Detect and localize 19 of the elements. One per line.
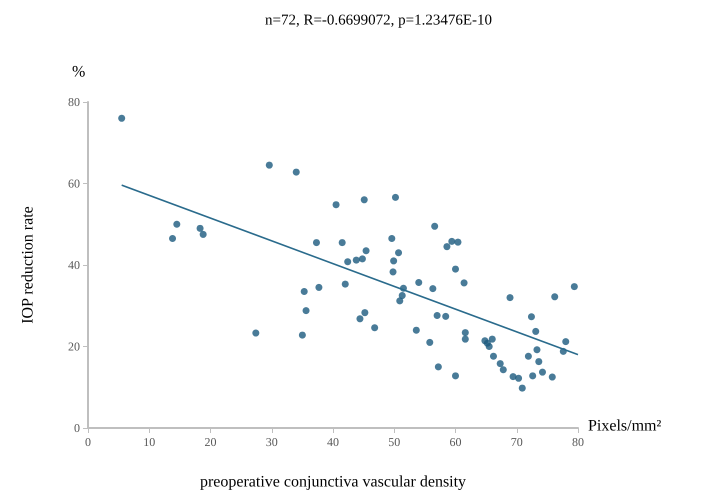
text: Pixels/mm² [588, 418, 662, 434]
y-axis-title: IOP reduction rate [20, 206, 36, 324]
x-tick-label: 80 [572, 435, 584, 449]
x-tick-label: 20 [204, 435, 216, 449]
text: % [72, 64, 86, 80]
x-tick-label: 70 [510, 435, 523, 449]
x-tick-label: 40 [327, 435, 339, 449]
y-tick-label: 20 [68, 340, 80, 354]
chart-title: n=72, R=-0.6699072, p=1.23476E-10 [265, 12, 492, 28]
x-tick-label: 10 [143, 435, 156, 449]
y-tick-label: 60 [68, 176, 80, 190]
y-tick-label: 80 [68, 95, 80, 109]
x-tick-label: 50 [388, 435, 400, 449]
x-axis-title: preoperative conjunctiva vascular density [200, 474, 466, 490]
x-tick-label: 30 [266, 435, 278, 449]
y-tick-label: 0 [74, 421, 80, 435]
x-tick-label: 0 [85, 435, 91, 449]
x-tick-label: 60 [450, 435, 462, 449]
y-tick-label: 40 [68, 258, 80, 272]
